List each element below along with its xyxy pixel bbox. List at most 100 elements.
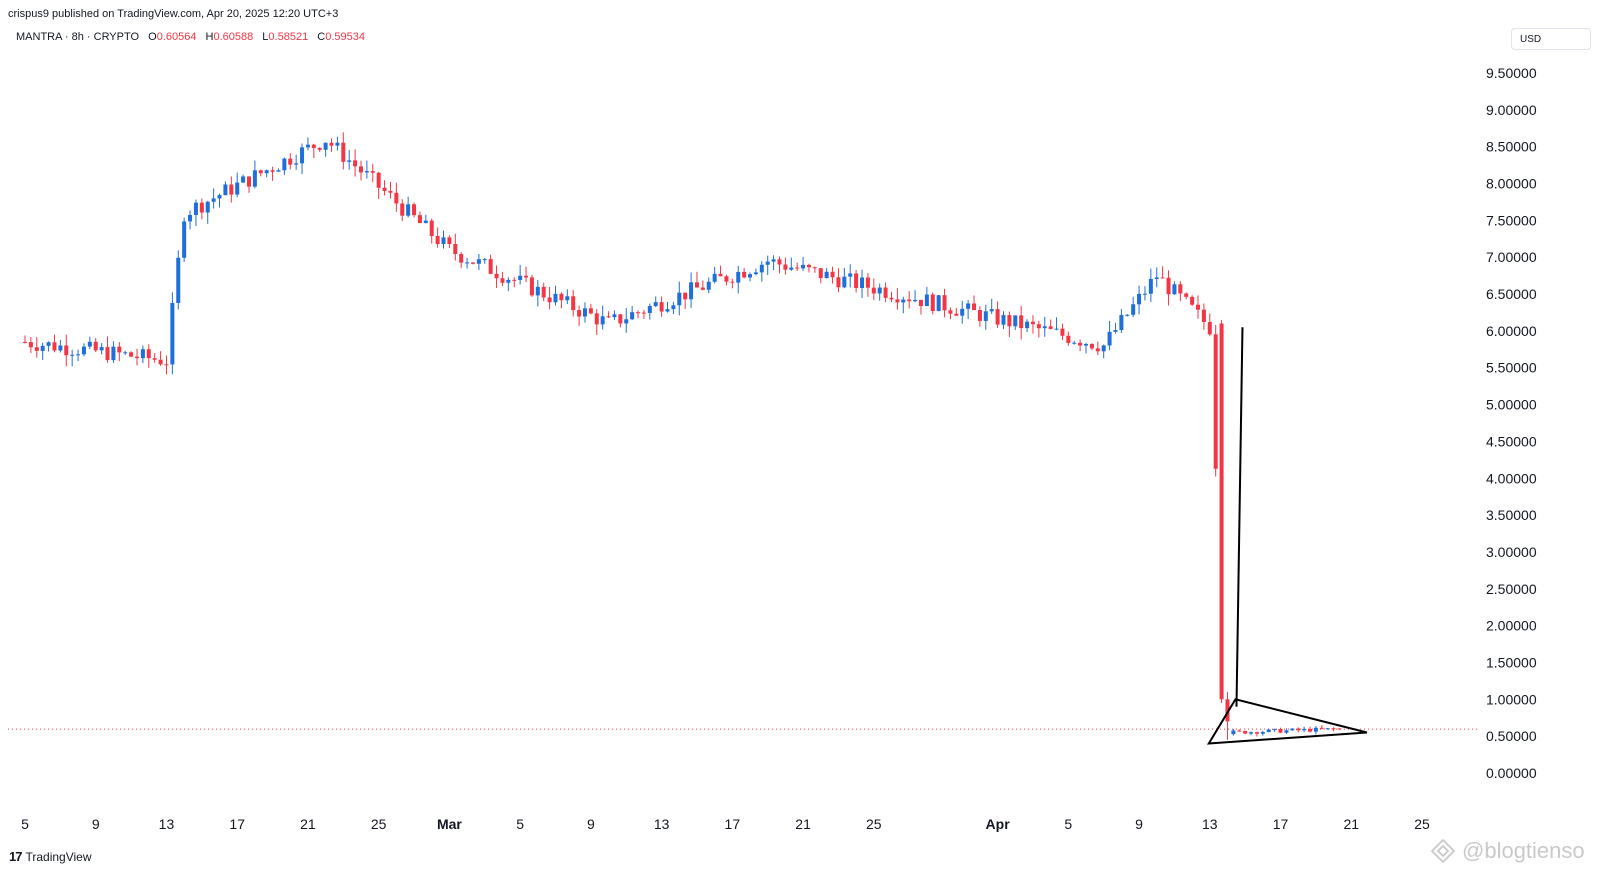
y-tick-label: 3.50000 [1486, 507, 1537, 523]
candle-body [152, 358, 157, 360]
symbol-legend: MANTRA · 8h · CRYPTO O0.60564 H0.60588 L… [16, 31, 365, 43]
drawings [1206, 327, 1368, 745]
candle-body [276, 170, 281, 172]
candle-body [488, 259, 493, 274]
candle-body [848, 273, 853, 277]
candle-body [1249, 732, 1254, 734]
candle-body [1278, 728, 1283, 733]
candle-body [1260, 732, 1265, 734]
candle-body [58, 345, 63, 351]
candle-body [512, 279, 517, 281]
candle-body [1160, 277, 1165, 279]
candle-body [1113, 330, 1118, 332]
candle-body [924, 294, 929, 307]
y-tick-label: 6.00000 [1486, 323, 1537, 339]
y-tick-label: 1.50000 [1486, 654, 1537, 670]
candle-body [1084, 344, 1089, 346]
candle-body [683, 292, 688, 300]
y-tick-label: 0.50000 [1486, 728, 1537, 744]
x-tick-label: Apr [986, 816, 1011, 832]
candle-body [300, 147, 305, 164]
candle-body [347, 160, 352, 162]
candle-body [223, 184, 228, 196]
candle-body [1137, 293, 1142, 305]
candle-body [282, 158, 287, 171]
candle-body [199, 202, 204, 213]
candle-body [783, 264, 788, 270]
x-tick-label: 9 [587, 816, 595, 832]
triangle-pattern-drawing[interactable] [1206, 698, 1368, 745]
candle-body [140, 349, 145, 359]
x-tick-label: 5 [21, 816, 29, 832]
candle-body [335, 142, 340, 146]
x-tick-label: 25 [1414, 816, 1430, 832]
candle-body [789, 267, 794, 270]
candle-body [417, 215, 422, 224]
candle-body [1007, 315, 1012, 327]
candle-body [547, 297, 552, 303]
candle-body [429, 220, 434, 237]
candle-body [323, 142, 328, 150]
candle-body [712, 273, 717, 282]
candle-body [842, 276, 847, 288]
x-tick-label: 25 [866, 816, 882, 832]
candle-body [459, 254, 464, 263]
candle-body [164, 364, 169, 366]
x-tick-label: 5 [1064, 816, 1072, 832]
candle-body [883, 287, 888, 298]
candle-body [99, 347, 104, 351]
high-value: 0.60588 [213, 31, 254, 43]
x-tick-label: 5 [516, 816, 524, 832]
candle-body [1196, 304, 1201, 310]
candle-body [494, 273, 499, 279]
y-tick-label: 7.00000 [1486, 249, 1537, 265]
tradingview-logo[interactable]: 17 TradingView [9, 849, 92, 864]
candle-body [217, 195, 222, 199]
candle-body [205, 201, 210, 213]
candle-body [736, 271, 741, 283]
candle-body [594, 313, 599, 325]
candle-body [406, 204, 411, 216]
candle-body [907, 299, 912, 302]
candle-body [806, 264, 811, 268]
candle-body [954, 313, 959, 316]
candle-body [1213, 334, 1218, 469]
candle-body [170, 302, 175, 365]
candle-body [1148, 278, 1153, 294]
candle-body [535, 286, 540, 296]
candle-body [559, 293, 564, 301]
candle-body [529, 277, 534, 296]
candle-body [636, 312, 641, 314]
y-tick-label: 9.50000 [1486, 65, 1537, 81]
candle-body [288, 158, 293, 165]
candle-body [388, 190, 393, 193]
y-tick-label: 2.00000 [1486, 618, 1537, 634]
candle-body [270, 170, 275, 172]
candle-body [777, 259, 782, 265]
candle-body [748, 274, 753, 278]
candle-body [824, 271, 829, 279]
candle-body [718, 273, 723, 277]
candle-body [860, 277, 865, 288]
candle-body [134, 356, 139, 359]
y-axis: 9.50000 9.00000 8.50000 8.00000 7.50000 7.000… [1486, 65, 1537, 781]
y-tick-label: 3.00000 [1486, 544, 1537, 560]
candle-body [1296, 728, 1301, 731]
low-value: 0.58521 [268, 31, 309, 43]
candle-body [81, 346, 86, 355]
candle-body [647, 306, 652, 313]
candle-body [441, 237, 446, 245]
symbol-name[interactable]: MANTRA · 8h · CRYPTO [16, 31, 140, 43]
trend-line-drawing[interactable] [1235, 327, 1244, 707]
candle-body [565, 296, 570, 301]
currency-selector[interactable]: USD [1511, 28, 1591, 50]
candle-body [258, 170, 263, 174]
candle-body [370, 171, 375, 173]
candle-body [1178, 284, 1183, 294]
candle-body [671, 305, 676, 310]
candle-body [995, 309, 1000, 325]
candle-body [1042, 326, 1047, 329]
candle-body [52, 342, 57, 351]
candle-body [358, 166, 363, 173]
